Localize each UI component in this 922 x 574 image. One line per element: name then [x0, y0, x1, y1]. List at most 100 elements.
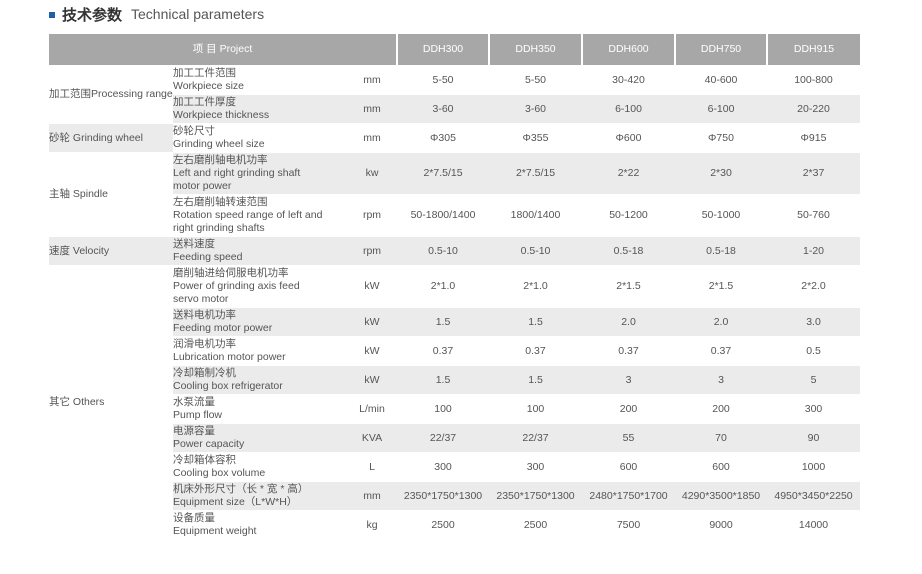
- text-line: 润滑电机功率: [173, 338, 236, 350]
- table-row: 水泵流量 Pump flow L/min 100 100 200 200 300: [49, 394, 860, 424]
- parameter-unit: mm: [347, 481, 397, 511]
- text-line: 送料电机功率: [173, 309, 236, 321]
- table-row: 机床外形尺寸（长 * 宽 * 高） Equipment size（L*W*H） mm…: [49, 481, 860, 511]
- text-line: motor power: [173, 180, 232, 192]
- category-label: 加工范围Processing range: [49, 65, 173, 124]
- parameter-unit: kW: [347, 365, 397, 395]
- text-line: 砂轮尺寸: [173, 125, 215, 137]
- parameter-value: 14000: [767, 510, 860, 540]
- parameter-value: 0.37: [582, 336, 675, 366]
- parameter-value: 2*1.5: [582, 265, 675, 308]
- title-chinese: 技术参数: [62, 6, 123, 24]
- parameter-value: 20-220: [767, 94, 860, 124]
- parameter-value: 2*7.5/15: [397, 152, 489, 195]
- text-line: Grinding wheel size: [173, 138, 265, 150]
- parameter-value: 2350*1750*1300: [489, 481, 582, 511]
- text-line: 速度 Velocity: [49, 244, 110, 257]
- text-line: Left and right grinding shaft: [173, 167, 301, 179]
- table-row: 主轴 Spindle 左右磨削轴电机功率 Left and right grindi…: [49, 152, 860, 237]
- parameter-value: 4290*3500*1850: [675, 481, 767, 511]
- parameter-name: 砂轮尺寸 Grinding wheel size: [173, 123, 347, 153]
- text-line: 加工工件厚度: [173, 96, 236, 108]
- header-model: DDH915: [767, 34, 860, 66]
- parameter-unit: mm: [347, 123, 397, 153]
- text-line: Feeding speed: [173, 251, 243, 263]
- parameter-unit: mm: [347, 94, 397, 124]
- parameter-unit: kg: [347, 510, 397, 540]
- header-model: DDH750: [675, 34, 768, 66]
- text-line: 主轴 Spindle: [49, 188, 108, 200]
- parameter-value: 2*2.0: [767, 265, 860, 308]
- parameter-value: 50-1200: [582, 194, 675, 237]
- parameter-name: 加工工件范围 Workpiece size: [173, 65, 347, 95]
- parameter-value: 2*37: [767, 152, 860, 195]
- parameter-value: 1.5: [489, 307, 582, 337]
- parameter-value: 55: [582, 423, 675, 453]
- table-row: 左右磨削轴转速范围 Rotation speed range of left an…: [49, 194, 860, 237]
- parameter-value: 2*1.5: [675, 265, 767, 308]
- parameter-value: 3: [582, 365, 675, 395]
- parameter-value: 2.0: [582, 307, 675, 337]
- text-line: Processing range: [91, 88, 173, 100]
- title-english: Technical parameters: [131, 6, 265, 22]
- text-line: Power of grinding axis feed: [173, 280, 300, 292]
- parameter-value: 30-420: [582, 65, 675, 95]
- parameter-value: 2500: [397, 510, 489, 540]
- text-line: Feeding motor power: [173, 322, 273, 334]
- text-line: 加工工件范围: [173, 67, 236, 79]
- parameter-value: 40-600: [675, 65, 767, 95]
- parameter-unit: kW: [347, 307, 397, 337]
- parameter-value: 0.37: [397, 336, 489, 366]
- parameter-value: 3: [675, 365, 767, 395]
- parameter-value: 1800/1400: [489, 194, 582, 237]
- text-line: Workpiece size: [173, 80, 244, 92]
- parameter-value: 300: [489, 452, 582, 482]
- category-label: 速度 Velocity: [49, 236, 173, 266]
- parameter-name: 磨削轴进给伺服电机功率 Power of grinding axis feed se…: [173, 265, 347, 308]
- parameter-value: 0.5-10: [397, 236, 489, 266]
- text-line: Pump flow: [173, 409, 223, 421]
- text-line: Cooling box refrigerator: [173, 380, 283, 392]
- parameter-value: 22/37: [397, 423, 489, 453]
- parameter-value: 2480*1750*1700: [582, 481, 675, 511]
- parameter-value: 0.5-10: [489, 236, 582, 266]
- parameter-value: 300: [397, 452, 489, 482]
- parameter-name: 机床外形尺寸（长 * 宽 * 高） Equipment size（L*W*H）: [173, 481, 347, 511]
- section-title: 技术参数 Technical parameters: [49, 4, 264, 24]
- text-line: Equipment size（L*W*H）: [173, 496, 298, 508]
- category-label: 主轴 Spindle: [49, 152, 173, 237]
- parameter-value: 50-1800/1400: [397, 194, 489, 237]
- parameter-value: 1.5: [397, 365, 489, 395]
- header-model: DDH300: [397, 34, 490, 66]
- text-line: 水泵流量: [173, 396, 215, 408]
- parameter-value: Φ750: [675, 123, 767, 153]
- technical-parameters-table: 项 目 Project DDH300 DDH350 DDH600 DDH750 …: [49, 34, 860, 540]
- parameter-value: 3.0: [767, 307, 860, 337]
- text-line: 磨削轴进给伺服电机功率: [173, 267, 289, 279]
- title-bullet-icon: [49, 11, 55, 18]
- parameter-value: 2350*1750*1300: [397, 481, 489, 511]
- parameter-value: 50-1000: [675, 194, 767, 237]
- parameter-value: 2.0: [675, 307, 767, 337]
- parameter-value: 600: [582, 452, 675, 482]
- text-line: right grinding shafts: [173, 222, 265, 234]
- parameter-value: 100: [397, 394, 489, 424]
- parameter-name: 冷却箱制冷机 Cooling box refrigerator: [173, 365, 347, 395]
- parameter-value: 2500: [489, 510, 582, 540]
- parameter-value: 6-100: [675, 94, 767, 124]
- parameter-name: 送料速度 Feeding speed: [173, 236, 347, 266]
- parameter-value: 1-20: [767, 236, 860, 266]
- parameter-name: 冷却箱体容积 Cooling box volume: [173, 452, 347, 482]
- parameter-value: 7500: [582, 510, 675, 540]
- parameter-value: 2*1.0: [397, 265, 489, 308]
- parameter-value: 600: [675, 452, 767, 482]
- text-line: 加工范围: [49, 88, 91, 100]
- parameter-value: 1.5: [397, 307, 489, 337]
- header-model: DDH600: [582, 34, 676, 66]
- text-line: Power capacity: [173, 438, 245, 450]
- parameter-value: 2*7.5/15: [489, 152, 582, 195]
- parameter-value: 4950*3450*2250: [767, 481, 860, 511]
- parameter-value: 0.5: [767, 336, 860, 366]
- parameter-unit: mm: [347, 65, 397, 95]
- text-line: 其它 Others: [49, 396, 105, 408]
